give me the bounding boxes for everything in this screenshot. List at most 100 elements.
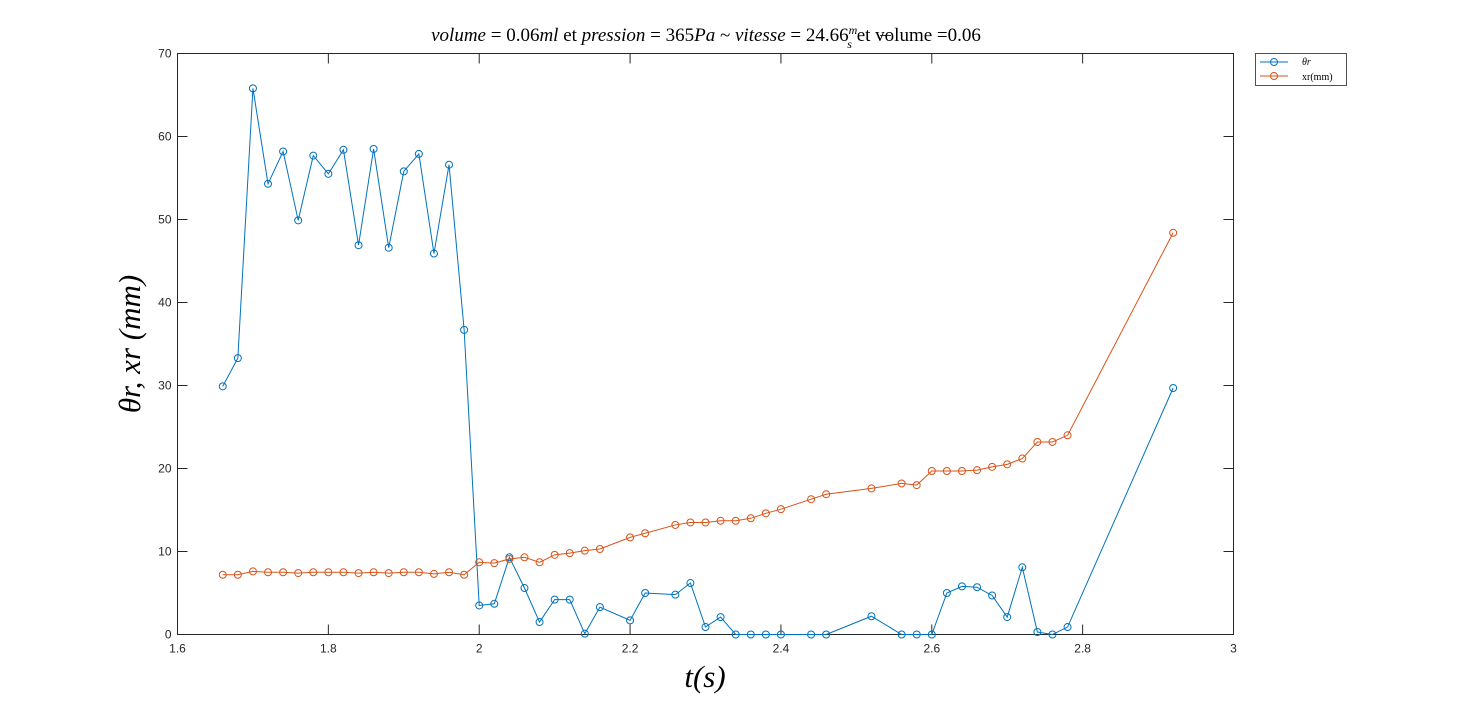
data-point xyxy=(218,382,227,391)
data-point xyxy=(671,590,680,599)
data-point xyxy=(1169,228,1178,237)
data-point xyxy=(1048,437,1057,446)
data-point xyxy=(1033,437,1042,446)
data-point xyxy=(927,630,936,639)
data-point xyxy=(550,550,559,559)
data-point xyxy=(339,145,348,154)
series-1 xyxy=(218,228,1178,579)
x-tick-label: 2.8 xyxy=(1074,642,1091,656)
x-tick-label: 1.8 xyxy=(320,642,337,656)
series-0 xyxy=(218,84,1178,639)
data-point xyxy=(475,601,484,610)
data-point xyxy=(279,568,288,577)
data-point xyxy=(233,354,242,363)
x-tick-label: 2.2 xyxy=(622,642,639,656)
x-tick-label: 2.4 xyxy=(773,642,790,656)
y-tick-label: 0 xyxy=(165,628,172,642)
legend-label-1: xr(mm) xyxy=(1302,72,1333,83)
data-point xyxy=(746,514,755,523)
y-axis-label: θr, xr (mm) xyxy=(112,275,147,413)
data-point xyxy=(897,630,906,639)
data-point xyxy=(339,568,348,577)
x-tick-label: 2 xyxy=(476,642,483,656)
data-point xyxy=(897,479,906,488)
legend-marker-1 xyxy=(1270,72,1278,80)
data-point xyxy=(580,546,589,555)
y-tick-label: 50 xyxy=(158,213,172,227)
data-point xyxy=(626,616,635,625)
data-point xyxy=(641,589,650,597)
data-point xyxy=(957,582,966,591)
axis-ticks xyxy=(177,53,1234,635)
data-point xyxy=(1063,431,1072,440)
data-point xyxy=(550,595,559,604)
data-point xyxy=(279,147,288,156)
plot-area xyxy=(177,53,1234,635)
series-line-0 xyxy=(222,88,1174,636)
data-point xyxy=(671,520,680,529)
data-point xyxy=(580,629,589,638)
data-point xyxy=(776,630,785,639)
data-point xyxy=(686,579,695,588)
data-point xyxy=(505,554,514,563)
data-point xyxy=(248,84,257,93)
data-point xyxy=(761,630,770,639)
data-point xyxy=(324,169,333,178)
data-point xyxy=(384,569,393,578)
data-point xyxy=(490,559,499,568)
data-point xyxy=(1063,623,1072,632)
data-point xyxy=(912,630,921,639)
data-point xyxy=(822,490,831,499)
data-point xyxy=(294,216,303,225)
data-point xyxy=(520,553,529,562)
data-point xyxy=(460,570,469,579)
data-point xyxy=(384,243,393,252)
series-layer xyxy=(218,84,1178,639)
data-point xyxy=(867,484,876,493)
data-point xyxy=(746,630,755,639)
y-tick-label: 40 xyxy=(158,296,172,310)
data-point xyxy=(218,570,227,579)
x-tick-label: 2.6 xyxy=(923,642,940,656)
data-point xyxy=(641,529,650,538)
data-point xyxy=(399,167,408,176)
data-point xyxy=(807,630,816,639)
data-point xyxy=(988,462,997,471)
data-point xyxy=(731,630,740,639)
data-point xyxy=(248,567,257,576)
data-point xyxy=(716,516,725,525)
data-point xyxy=(912,481,921,490)
data-point xyxy=(1003,613,1012,622)
data-point xyxy=(414,568,423,577)
data-point xyxy=(520,584,529,593)
data-point xyxy=(595,545,604,554)
data-point xyxy=(927,466,936,475)
data-point xyxy=(716,613,725,622)
chart-title: volume = 0.06ml et pression = 365Pa ~ vi… xyxy=(431,23,981,51)
data-point xyxy=(822,630,831,639)
data-point xyxy=(731,516,740,525)
y-tick-label: 70 xyxy=(158,47,172,61)
data-point xyxy=(354,569,363,578)
data-point xyxy=(535,618,544,627)
data-point xyxy=(942,466,951,475)
data-point xyxy=(369,144,378,153)
data-point xyxy=(776,505,785,514)
legend-box xyxy=(1255,53,1347,86)
data-point xyxy=(429,249,438,258)
data-point xyxy=(973,466,982,475)
data-point xyxy=(595,603,604,612)
data-point xyxy=(264,568,273,577)
data-point xyxy=(475,558,484,567)
data-point xyxy=(1169,383,1178,392)
data-point xyxy=(460,325,469,334)
data-point xyxy=(973,583,982,592)
x-axis-label: t(s) xyxy=(684,659,725,694)
data-point xyxy=(701,518,710,527)
data-point xyxy=(942,589,951,597)
data-point xyxy=(309,568,318,577)
data-point xyxy=(354,241,363,250)
legend: θr xr(mm) xyxy=(1255,53,1347,86)
legend-marker-0 xyxy=(1270,58,1278,66)
data-point xyxy=(445,160,454,169)
